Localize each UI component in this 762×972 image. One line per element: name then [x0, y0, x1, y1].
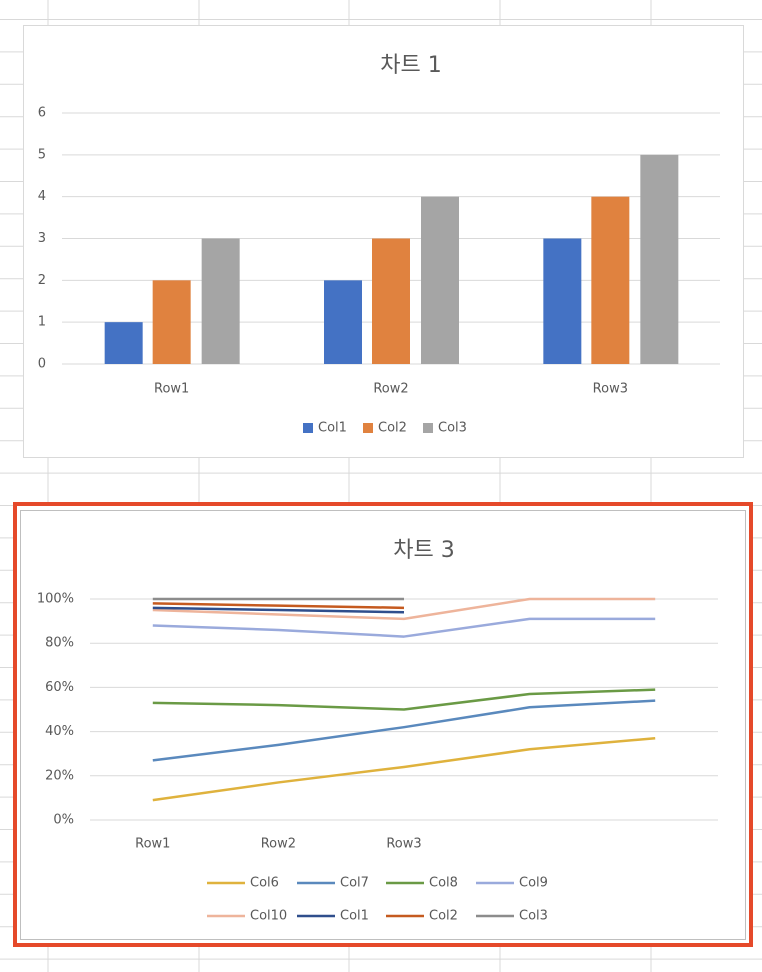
y-tick-label: 2 — [38, 273, 46, 288]
bar — [372, 238, 410, 364]
series-line — [152, 736, 656, 802]
y-tick-label: 6 — [38, 106, 46, 121]
x-tick-label: Row3 — [593, 382, 628, 397]
legend-label: Col3 — [438, 421, 467, 436]
series-line — [152, 688, 656, 711]
legend-label: Col8 — [429, 876, 458, 891]
legend-label: Col2 — [429, 909, 458, 924]
bar — [543, 238, 582, 364]
legend-label: Col3 — [519, 909, 548, 924]
y-tick-label: 40% — [45, 724, 74, 739]
y-tick-label: 20% — [45, 768, 74, 783]
x-tick-label: Row3 — [386, 837, 421, 852]
chart-frame[interactable] — [20, 510, 746, 940]
bar — [421, 196, 459, 364]
x-tick-label: Row1 — [154, 382, 189, 397]
y-tick-label: 4 — [38, 189, 46, 204]
x-tick-label: Row2 — [373, 382, 408, 397]
y-tick-label: 5 — [38, 147, 46, 162]
legend-label: Col1 — [340, 909, 369, 924]
legend-label: Col10 — [250, 909, 287, 924]
legend-label: Col1 — [318, 421, 347, 436]
y-tick-label: 3 — [38, 231, 46, 246]
legend-label: Col7 — [340, 876, 369, 891]
bar — [104, 322, 143, 364]
y-tick-label: 80% — [45, 636, 74, 651]
x-tick-label: Row1 — [135, 837, 170, 852]
series-line — [152, 617, 656, 638]
legend-swatch — [363, 423, 373, 433]
legend-swatch — [303, 423, 313, 433]
bar — [152, 280, 191, 364]
bar — [324, 280, 362, 364]
bar — [201, 238, 240, 364]
series-line — [152, 602, 405, 610]
x-tick-label: Row2 — [261, 837, 296, 852]
y-tick-label: 1 — [38, 315, 46, 330]
series-line — [152, 606, 405, 614]
series-line — [152, 699, 656, 762]
bar — [640, 154, 679, 364]
chart-title: 차트 3 — [393, 538, 454, 563]
y-tick-label: 60% — [45, 680, 74, 695]
y-tick-label: 0 — [38, 357, 46, 372]
legend-swatch — [423, 423, 433, 433]
legend-label: Col9 — [519, 876, 548, 891]
legend-label: Col2 — [378, 421, 407, 436]
y-tick-label: 0% — [53, 813, 74, 828]
bar — [591, 196, 630, 364]
series-line — [152, 597, 656, 621]
legend-label: Col6 — [250, 876, 279, 891]
y-tick-label: 100% — [37, 592, 74, 607]
chart-title: 차트 1 — [380, 53, 441, 78]
